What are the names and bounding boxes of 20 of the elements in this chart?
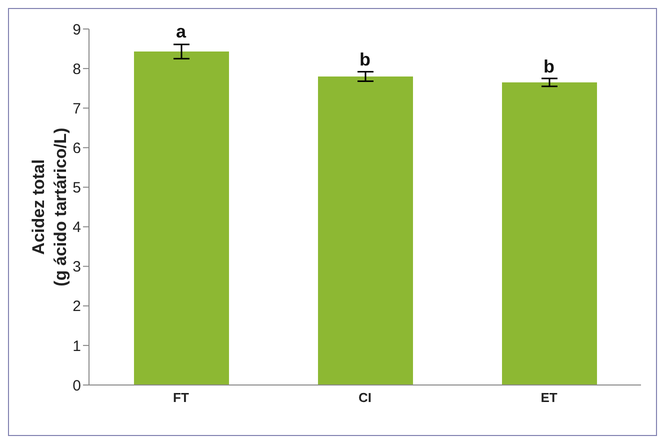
annotation: b [544,56,554,76]
y-tick-label: 2 [72,298,81,316]
y-tick-label: 8 [72,60,81,78]
y-tick-label: 7 [72,100,81,118]
y-tick-label: 9 [72,21,81,38]
y-tick-label: 4 [72,219,81,236]
y-axis-title: Acidez total (g ácido tartárico/L) [29,128,70,286]
y-tick-label: 0 [72,377,81,394]
bar [134,52,229,385]
annotation: a [176,22,187,42]
bar [502,82,597,385]
y-tick-label: 3 [72,258,81,276]
x-tick-label: FT [173,390,189,406]
annotation: b [360,50,370,70]
y-tick-label: 6 [72,140,81,157]
x-tick-label: CI [358,390,372,406]
y-tick-label: 5 [72,180,81,197]
bar [318,76,413,385]
y-tick-label: 1 [72,338,81,355]
x-tick-label: ET [540,390,558,406]
